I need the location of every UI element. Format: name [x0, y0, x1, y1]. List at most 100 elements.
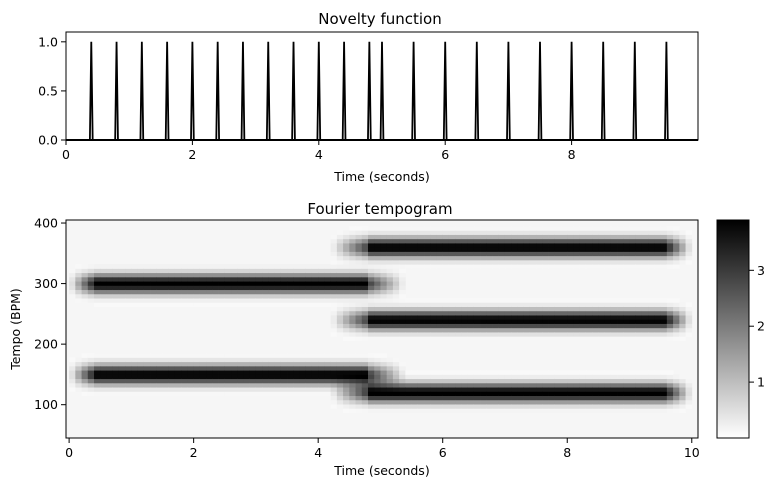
tempogram-cell-2291: [604, 259, 612, 265]
tempogram-cell-1637: [467, 234, 475, 240]
tempogram-cell-2335: [617, 387, 624, 392]
tempogram-cell-2144: [573, 247, 581, 252]
tempogram-cell-1819: [504, 226, 512, 231]
tempogram-cell-1783: [498, 251, 506, 257]
tempogram-cell-2528: [654, 302, 662, 307]
tempogram-cell-1071: [367, 395, 375, 401]
tempogram-cell-1522: [448, 399, 456, 405]
tempogram-cell-1625: [467, 315, 475, 320]
tempogram-cell-2443: [635, 251, 643, 257]
tempogram-cell-693: [287, 378, 294, 384]
tempogram-cell-770: [311, 391, 319, 397]
tempogram-cell-2334: [617, 391, 624, 397]
tempogram-cell-232: [143, 382, 151, 388]
tempogram-cell-1775: [498, 315, 506, 320]
tempogram-cell-1344: [411, 391, 419, 397]
tempogram-cell-242: [143, 293, 151, 299]
tempogram-cell-1205: [386, 332, 394, 337]
tempogram-cell-2465: [641, 315, 649, 320]
tempogram-cell-470: [218, 391, 226, 397]
tempogram-cell-735: [299, 370, 307, 375]
novelty-x-tick-label-3: 6: [441, 147, 449, 162]
tempogram-cell-1885: [523, 387, 531, 392]
tempogram-cell-641: [268, 298, 275, 303]
tempogram-cell-2527: [654, 306, 662, 312]
tempogram-cell-326: [168, 276, 176, 282]
tempogram-cell-98: [100, 357, 107, 363]
tempogram-cell-341: [174, 298, 182, 303]
tempogram-cell-1648: [473, 374, 481, 380]
tempogram-cell-542: [237, 293, 244, 299]
tempogram-cell-2312: [610, 327, 618, 333]
tempogram-cell-2009: [548, 370, 556, 375]
tempogram-cell-762: [305, 293, 313, 299]
tempogram-cell-27: [75, 281, 82, 286]
tempogram-cell-332: [174, 382, 182, 388]
tempogram-cell-2099: [567, 370, 574, 375]
tempogram-cell-684: [280, 285, 288, 291]
tempogram-cell-2156: [579, 382, 587, 388]
novelty-impulse-7: [265, 41, 271, 141]
tempogram-cell-2584: [666, 319, 674, 324]
tempogram-cell-2170: [579, 264, 587, 269]
tempogram-cell-2209: [585, 226, 593, 231]
tempogram-cell-2419: [629, 226, 637, 231]
tempogram-cell-1869: [517, 298, 525, 303]
tempogram-cell-1160: [380, 365, 388, 371]
tempogram-cell-1420: [424, 264, 431, 269]
tempogram-cell-2323: [610, 251, 618, 257]
tempogram-cell-2497: [648, 306, 655, 312]
tempogram-cell-1077: [367, 370, 375, 375]
tempogram-cell-234: [143, 374, 151, 380]
tempogram-cell-688: [280, 268, 288, 274]
tempogram-cell-187: [125, 272, 132, 278]
tempogram-cell-209: [131, 264, 139, 269]
tempogram-cell-2498: [648, 302, 655, 307]
tempogram-cell-190: [131, 391, 139, 397]
tempogram-cell-257: [150, 361, 157, 367]
tempogram-cell-2671: [685, 255, 693, 261]
tempogram-cell-81: [94, 298, 101, 303]
tempogram-cell-2605: [673, 387, 680, 392]
tempogram-cell-1246: [392, 327, 400, 333]
tempogram-cell-2520: [654, 336, 662, 341]
tempogram-cell-2390: [629, 408, 637, 413]
tempogram-cell-236: [143, 365, 151, 371]
tempogram-cell-2023: [548, 251, 556, 257]
tempogram-cell-1096: [367, 276, 375, 282]
tempogram-cell-911: [343, 382, 350, 388]
tempogram-cell-99: [100, 353, 107, 358]
tempogram-cell-221: [137, 298, 145, 303]
tempogram-cell-2559: [660, 298, 668, 303]
tempogram-cell-1796: [504, 382, 512, 388]
tempogram-cell-2258: [598, 302, 606, 307]
tempogram-cell-671: [280, 387, 288, 392]
tempogram-cell-384: [187, 285, 195, 291]
tempogram-cell-1188: [380, 234, 388, 240]
tempogram-cell-1846: [511, 238, 518, 244]
tempogram-cell-2006: [548, 382, 556, 388]
tempogram-cell-1216: [386, 285, 394, 291]
tempogram-cell-662: [274, 293, 282, 299]
tempogram-cell-2290: [604, 264, 612, 269]
tempogram-cell-2618: [673, 298, 680, 303]
tempogram-cell-2552: [660, 327, 668, 333]
tempogram-cell-1311: [405, 404, 412, 409]
tempogram-cell-839: [330, 365, 338, 371]
tempogram-cell-617: [262, 361, 269, 367]
tempogram-cell-391: [193, 387, 201, 392]
tempogram-cell-1280: [399, 370, 406, 375]
tempogram-cell-2049: [554, 298, 562, 303]
tempogram-cell-2643: [679, 315, 686, 320]
tempogram-cell-2592: [666, 255, 674, 261]
tempogram-cell-2200: [585, 264, 593, 269]
tempogram-cell-2544: [660, 391, 668, 397]
tempogram-cell-193: [131, 378, 139, 384]
tempogram-cell-262: [150, 293, 157, 299]
tempogram-cell-78: [94, 357, 101, 363]
tempogram-cell-906: [343, 404, 350, 409]
tempogram-cell-1352: [411, 327, 419, 333]
tempogram-cell-1251: [392, 306, 400, 312]
tempogram-cell-197: [131, 361, 139, 367]
